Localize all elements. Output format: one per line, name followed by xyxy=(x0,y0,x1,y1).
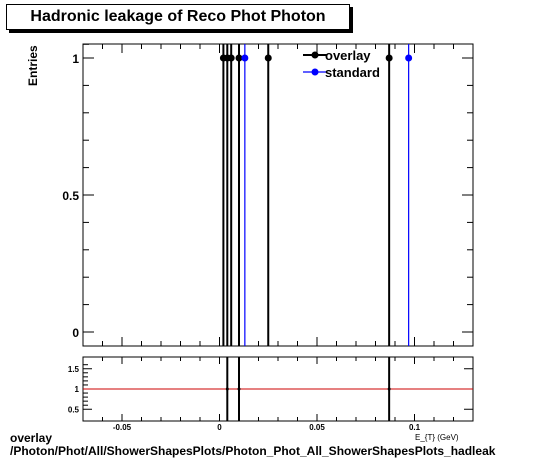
chart-title-box: Hadronic leakage of Reco Phot Photon xyxy=(6,4,350,30)
legend-label-overlay: overlay xyxy=(325,48,371,63)
ratio-point xyxy=(387,387,391,391)
overlay-point xyxy=(227,54,235,62)
standard-point xyxy=(405,54,413,62)
legend: overlay standard xyxy=(303,48,380,80)
x-tick-label: -0.05 xyxy=(113,423,132,432)
ratio-y-tick-label: 0.5 xyxy=(68,405,80,414)
ratio-point xyxy=(237,387,241,391)
footer-label: overlay xyxy=(10,431,53,445)
overlay-point xyxy=(235,54,243,62)
standard-point xyxy=(241,54,249,62)
main-axis-ticks: 00.51 xyxy=(62,43,474,346)
legend-label-standard: standard xyxy=(325,65,380,80)
x-tick-label: 0.1 xyxy=(409,423,421,432)
y-tick-label: 0 xyxy=(72,326,79,340)
legend-marker-standard xyxy=(311,68,319,76)
y-tick-label: 0.5 xyxy=(62,189,79,203)
footer-path: /Photon/Phot/All/ShowerShapesPlots/Photo… xyxy=(10,444,496,458)
ratio-point xyxy=(225,387,229,391)
main-plot-border xyxy=(82,43,474,347)
x-tick-label: 0.05 xyxy=(309,423,325,432)
main-plot-frame xyxy=(82,43,474,347)
y-axis-label: Entries xyxy=(26,45,40,86)
overlay-point xyxy=(385,54,393,62)
x-tick-label: 0 xyxy=(217,423,222,432)
chart-title: Hadronic leakage of Reco Phot Photon xyxy=(30,8,326,25)
overlay-point xyxy=(264,54,272,62)
legend-marker-overlay xyxy=(311,51,319,59)
y-tick-label: 1 xyxy=(72,52,79,66)
ratio-data-marks xyxy=(83,357,473,421)
ratio-y-tick-label: 1 xyxy=(75,385,80,394)
ratio-axis-ticks: 0.5 1 1.5 -0.05 0 0.05 0.1 xyxy=(68,357,474,432)
ratio-y-tick-label: 1.5 xyxy=(68,365,80,374)
main-data-marks xyxy=(219,44,413,346)
x-axis-label: E_{T} (GeV) xyxy=(415,433,459,442)
